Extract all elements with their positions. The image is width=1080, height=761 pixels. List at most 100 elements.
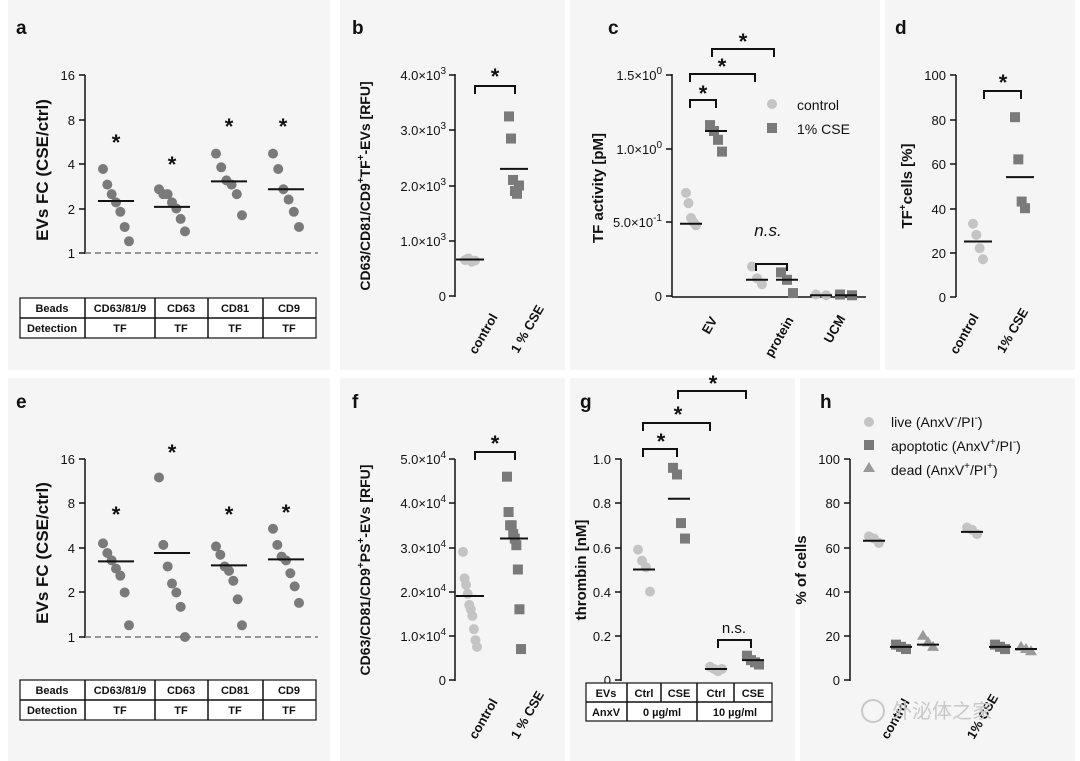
data-point xyxy=(268,148,278,159)
panel-a-ylabel: EVs FC (CSE/ctrl) xyxy=(33,99,52,241)
data-point xyxy=(211,148,221,159)
panel-f-ylabel: CD63/CD81/CD9+PS+-EVs [RFU] xyxy=(356,465,373,676)
data-point-cse xyxy=(506,520,517,531)
data-point xyxy=(106,189,117,200)
legend-marker-apoptotic xyxy=(864,440,874,450)
data-point-cse xyxy=(713,134,723,145)
tick-mantissa: 1.0×10 xyxy=(400,629,440,644)
data-point-cse xyxy=(511,540,522,551)
ytick-label: 8 xyxy=(68,113,75,128)
watermark: 外泌体之家 xyxy=(861,699,992,723)
data-point xyxy=(633,544,643,555)
data-point xyxy=(119,587,130,598)
watermark-text: 外泌体之家 xyxy=(892,700,992,723)
tick-mantissa: 1.0×10 xyxy=(400,234,440,249)
data-point xyxy=(272,539,283,550)
panel-f-yticks: 5.0×104 4.0×104 3.0×104 2.0×104 1.0×104 … xyxy=(400,450,455,688)
significance-star: * xyxy=(282,500,291,525)
ytick-label: 4.0×104 xyxy=(400,494,446,511)
panel-g-table: EVs AnxV Ctrl CSE Ctrl CSE 0 µg/ml 10 µg… xyxy=(585,682,773,722)
table-cell: Ctrl xyxy=(707,688,726,700)
ytick-label: 1.0×100 xyxy=(616,140,662,157)
tick-mantissa: 1.5×10 xyxy=(616,68,656,83)
data-point xyxy=(115,570,126,581)
data-point-control xyxy=(681,187,691,198)
ytick-label: 0 xyxy=(833,673,840,688)
ytick-label: 16 xyxy=(61,452,75,467)
ytick-label: 80 xyxy=(826,496,840,511)
table-cell: TF xyxy=(113,323,127,335)
data-point xyxy=(641,562,651,573)
legend-label: live (AnxV-/PI-) xyxy=(891,413,983,430)
data-point xyxy=(676,518,686,529)
ylabel-part: TF xyxy=(899,210,916,228)
ytick-label: 0.6 xyxy=(593,541,611,556)
ytick-label: 4.0×103 xyxy=(400,66,446,83)
data-point xyxy=(102,179,113,190)
tick-mantissa: 3.0×10 xyxy=(400,123,440,138)
panel-d-points xyxy=(964,112,1034,265)
table-row-head: Detection xyxy=(27,705,77,717)
ytick-label: 40 xyxy=(826,585,840,600)
table-row-head: Detection xyxy=(27,323,77,335)
data-point xyxy=(124,620,134,631)
panel-e-points xyxy=(98,472,304,642)
data-point xyxy=(680,533,690,544)
panel-a-stars: * * * * xyxy=(112,114,288,177)
data-point-cse xyxy=(504,111,514,122)
not-significant-label: n.s. xyxy=(722,620,746,637)
ylabel-sup: + xyxy=(356,562,367,568)
ylabel-part: -EVs [RFU] xyxy=(357,81,373,154)
legend-marker-control xyxy=(767,99,777,109)
data-point-cse xyxy=(1020,203,1030,214)
table-cell: CSE xyxy=(742,688,765,700)
ytick-label: 8 xyxy=(68,496,75,511)
data-point xyxy=(162,561,173,572)
ytick-label: 4 xyxy=(68,157,75,172)
table-cell: CD63/81/9 xyxy=(94,303,147,315)
table-row-head: Beads xyxy=(35,685,68,697)
panel-c-label: c xyxy=(608,18,619,39)
significance-star: * xyxy=(709,371,718,396)
data-point-cse xyxy=(717,146,727,157)
significance-star: * xyxy=(491,431,500,456)
ytick-label: 1 xyxy=(68,246,75,261)
ytick-label: 5.0×104 xyxy=(400,450,446,467)
panel-e: e EVs FC (CSE/ctrl) 16 8 4 2 1 * * * * B… xyxy=(16,392,318,721)
data-point xyxy=(273,164,284,175)
panel-g-brackets: * * * n.s. xyxy=(642,371,752,648)
table-cell: TF xyxy=(282,323,296,335)
data-point xyxy=(98,164,108,175)
data-point xyxy=(171,203,182,214)
ytick-label: 0.8 xyxy=(593,496,611,511)
panel-a-table: Beads Detection CD63/81/9 CD63 CD81 CD9 … xyxy=(19,297,317,339)
legend-part: ) xyxy=(978,414,983,430)
significance-bracket xyxy=(689,73,756,82)
data-point xyxy=(111,197,121,208)
data-point-control xyxy=(691,220,701,231)
data-point xyxy=(158,539,169,550)
data-point-control xyxy=(462,588,473,599)
legend-label: control xyxy=(797,97,839,113)
significance-star: * xyxy=(657,429,666,454)
table-cell: CD9 xyxy=(278,303,300,315)
panel-a-points xyxy=(98,148,304,247)
data-point-cse xyxy=(1010,112,1020,123)
significance-star: * xyxy=(674,402,683,427)
table-cell: CD63 xyxy=(167,303,195,315)
data-point xyxy=(237,620,247,631)
data-point-cse xyxy=(502,471,512,482)
legend-sup: - xyxy=(954,413,957,424)
ytick-label: 40 xyxy=(932,202,946,217)
ytick-label: 4 xyxy=(68,541,75,556)
significance-bracket xyxy=(474,85,516,94)
legend-part: dead (AnxV xyxy=(891,462,965,478)
data-point-control xyxy=(472,641,482,652)
tick-exponent: 3 xyxy=(440,177,446,188)
panel-f-label: f xyxy=(352,392,359,413)
data-point-cse xyxy=(512,564,523,575)
panel-c-yticks: 1.5×100 1.0×100 5.0×10-1 0 xyxy=(613,66,672,304)
panel-b-yticks: 4.0×103 3.0×103 2.0×103 1.0×103 0 xyxy=(400,66,455,304)
table-cell: TF xyxy=(282,705,296,717)
tick-exponent: 4 xyxy=(440,539,446,550)
